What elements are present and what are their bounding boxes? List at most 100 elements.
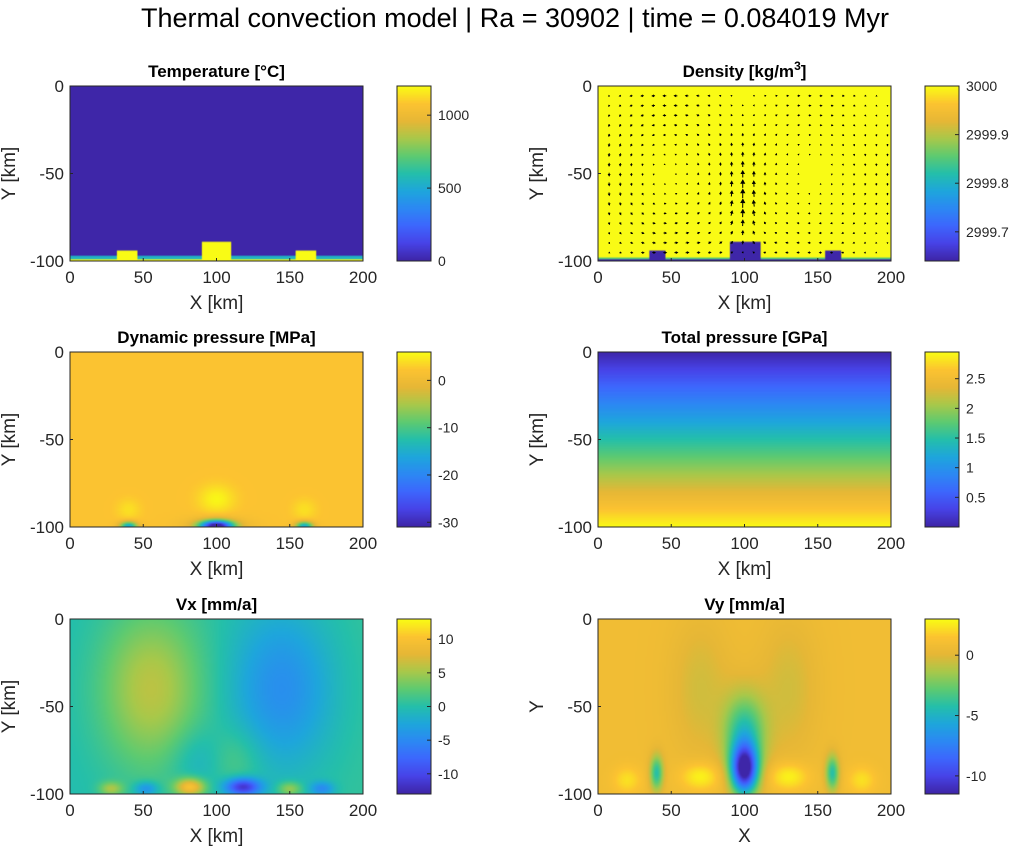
arrow-head	[619, 124, 622, 127]
arrow-head	[629, 104, 633, 107]
arrow-head	[697, 202, 700, 205]
y-axis-label: Y [km]	[527, 147, 548, 201]
arrow-head	[653, 221, 656, 225]
arrow-head	[607, 203, 611, 206]
heatmap-image	[70, 86, 363, 261]
arrow-head	[797, 114, 801, 117]
arrow-head	[830, 133, 834, 136]
arrow-head	[751, 199, 756, 204]
arrow-head	[763, 152, 767, 156]
arrow-head	[662, 123, 666, 127]
y-axis-label: Y [km]	[0, 680, 20, 734]
arrow-head	[675, 221, 679, 225]
colorbar-tick-label: 1	[966, 460, 974, 476]
colorbar-frame	[396, 85, 432, 262]
x-tick-label: 100	[730, 268, 758, 287]
arrow-head	[652, 153, 655, 156]
arrow-head	[607, 164, 611, 167]
arrow-head	[640, 123, 644, 127]
arrow-head	[697, 222, 701, 225]
colorbar-tick-label: 0	[438, 699, 446, 715]
arrow-head	[786, 114, 790, 117]
arrow-head	[863, 144, 867, 147]
arrow-head	[763, 114, 767, 117]
arrow-head	[863, 163, 867, 167]
arrow-head	[785, 251, 788, 254]
arrow-head	[886, 173, 889, 177]
arrow-head	[619, 134, 622, 137]
arrow-head	[730, 151, 734, 155]
arrow-head	[730, 113, 733, 117]
arrow-head	[618, 202, 622, 206]
arrow-head	[619, 231, 622, 235]
colorbar-tick-label: 0	[438, 372, 446, 388]
arrow-head	[718, 94, 722, 98]
arrow-head	[719, 152, 722, 156]
arrow-head	[729, 199, 734, 204]
arrow-head	[774, 241, 777, 245]
arrow-head	[741, 240, 745, 244]
colorbar-tick-label: 2.5	[966, 371, 986, 387]
arrow-head	[875, 164, 878, 167]
heatmap-image	[70, 619, 363, 794]
x-tick-label: 0	[593, 268, 602, 287]
arrow-head	[619, 144, 622, 147]
arrow-head	[798, 94, 801, 98]
arrow-head	[763, 191, 767, 195]
arrow-head	[820, 133, 823, 137]
arrow-head	[630, 251, 634, 254]
y-axis-label: Y [km]	[0, 147, 20, 201]
arrow-head	[708, 231, 712, 235]
arrow-head	[775, 211, 778, 215]
arrow-head	[842, 104, 845, 107]
arrow-head	[886, 183, 889, 186]
arrow-head	[662, 94, 666, 98]
arrow-head	[684, 114, 688, 117]
arrow-head	[719, 201, 722, 205]
arrow-head	[630, 183, 633, 187]
colorbar: 3000 2999.9 2999.8 2999.7	[924, 78, 1009, 262]
arrow-head	[775, 104, 778, 107]
arrow-head	[662, 133, 666, 137]
y-tick-label: -100	[558, 252, 592, 271]
arrow-head	[786, 104, 790, 107]
x-tick-label: 150	[276, 801, 304, 820]
arrow-head	[796, 251, 799, 254]
arrow-head	[618, 183, 622, 187]
arrow-head	[630, 222, 633, 225]
arrow-head	[630, 143, 633, 147]
arrow-head	[763, 142, 767, 146]
arrow-head	[652, 143, 655, 146]
arrow-head	[852, 212, 856, 215]
arrow-head	[653, 241, 657, 245]
y-tick-label: 0	[55, 343, 64, 362]
arrow-head	[752, 151, 756, 155]
arrow-head	[875, 144, 878, 147]
arrow-head	[686, 212, 689, 215]
x-tick-label: 0	[593, 534, 602, 553]
arrow-head	[864, 193, 867, 196]
arrow-head	[797, 134, 801, 137]
arrow-head	[675, 241, 679, 245]
arrow-head	[686, 162, 689, 166]
arrow-head	[741, 123, 744, 126]
colorbar: 0 -10 -20 -30	[396, 351, 458, 530]
y-tick-label: 0	[583, 77, 592, 96]
arrow-head	[719, 142, 722, 146]
arrow-head	[607, 232, 611, 235]
panel-title: Density [kg/m3]	[683, 59, 807, 81]
y-tick-label: 0	[55, 610, 64, 629]
arrow-head	[719, 231, 722, 235]
colorbar-tick-label: -30	[438, 514, 458, 530]
arrow-head	[641, 192, 644, 196]
arrow-head	[630, 231, 634, 235]
x-tick-label: 100	[202, 801, 230, 820]
arrow-head	[751, 170, 756, 175]
colorbar-gradient	[925, 619, 959, 794]
arrow-head	[618, 94, 621, 97]
colorbar-frame	[924, 351, 960, 528]
arrow-head	[875, 203, 878, 206]
x-tick-label: 50	[134, 268, 153, 287]
arrow-head	[752, 251, 755, 254]
